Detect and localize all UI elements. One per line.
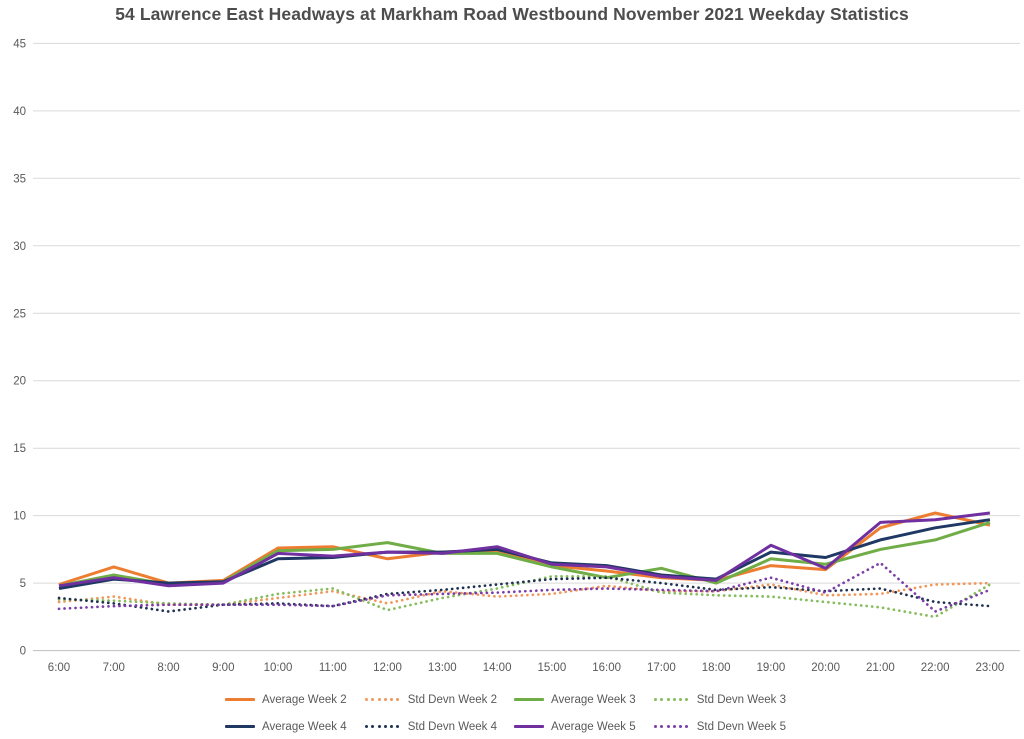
legend-label: Average Week 3: [551, 693, 636, 706]
y-tick-label: 5: [20, 578, 26, 590]
y-tick-label: 30: [13, 241, 26, 253]
y-axis-tick-labels: 0 5 10 15 20 25 30 35 40 45: [13, 38, 26, 657]
legend-item-average-week-5: Average Week 5: [514, 721, 649, 733]
legend-dotted-swatch: [364, 698, 401, 701]
x-tick-label: 16:00: [592, 662, 621, 674]
legend-label: Std Devn Week 5: [696, 720, 787, 733]
x-tick-label: 19:00: [756, 662, 785, 674]
y-tick-label: 0: [20, 646, 26, 658]
legend-item-average-week-2: Average Week 2: [224, 693, 360, 706]
series-line-std-devn-week-4: [57, 576, 992, 613]
legend-line-swatch: [514, 725, 544, 728]
legend-row-2: Average Week 4 Std Devn Week 4 Average Wee…: [223, 713, 801, 739]
legend-item-average-week-4: Average Week 4: [224, 720, 360, 733]
y-tick-label: 20: [13, 376, 26, 388]
x-tick-label: 7:00: [103, 662, 125, 674]
legend-label: Average Week 4: [261, 720, 347, 733]
legend-row-1: Average Week 2 Std Devn Week 2 Average Wee…: [223, 686, 801, 713]
y-tick-label: 25: [13, 308, 26, 320]
legend-line-swatch: [224, 698, 255, 701]
legend-dotted-swatch: [364, 725, 401, 728]
x-tick-label: 21:00: [866, 662, 895, 674]
legend-dotted-swatch: [653, 725, 690, 728]
y-tick-label: 45: [13, 38, 26, 50]
legend-item-std-devn-week-3: Std Devn Week 3: [653, 694, 799, 706]
x-tick-label: 23:00: [976, 662, 1005, 674]
y-tick-label: 10: [13, 511, 26, 523]
legend-line-swatch: [514, 698, 544, 701]
y-tick-label: 40: [13, 106, 26, 118]
gridlines: [33, 42, 1020, 652]
y-tick-label: 15: [13, 443, 26, 455]
x-tick-label: 17:00: [647, 662, 676, 674]
legend-dotted-swatch: [653, 698, 690, 701]
x-tick-label: 8:00: [157, 662, 179, 674]
legend-label: Average Week 5: [551, 720, 636, 733]
x-axis-tick-labels: 6:00 7:00 8:00 9:00 10:00 11:00 12:00 13:00 14:0…: [48, 662, 1005, 674]
legend-item-std-devn-week-2: Std Devn Week 2: [364, 694, 510, 706]
series-line-std-devn-week-5: [57, 561, 992, 613]
legend-label: Std Devn Week 2: [407, 693, 497, 706]
x-tick-label: 11:00: [319, 662, 347, 674]
legend-line-swatch: [224, 725, 255, 728]
chart-title: 54 Lawrence East Headways at Markham Roa…: [115, 4, 909, 24]
legend-item-std-devn-week-4: Std Devn Week 4: [364, 721, 510, 733]
x-tick-label: 9:00: [212, 662, 234, 674]
y-tick-label: 35: [13, 173, 26, 185]
legend-label: Std Devn Week 4: [407, 720, 497, 733]
x-tick-label: 14:00: [483, 662, 512, 674]
series-line-average-week-5: [58, 511, 991, 588]
x-tick-label: 15:00: [537, 662, 566, 674]
legend-item-average-week-3: Average Week 3: [514, 694, 649, 706]
series-line-std-devn-week-2: [57, 581, 992, 607]
x-tick-label: 10:00: [264, 662, 293, 674]
x-tick-label: 20:00: [811, 662, 840, 674]
x-tick-label: 6:00: [48, 662, 70, 674]
x-tick-label: 22:00: [921, 662, 950, 674]
x-tick-label: 18:00: [702, 662, 731, 674]
chart-legend: Average Week 2 Std Devn Week 2 Average Wee…: [0, 686, 1024, 739]
legend-label: Std Devn Week 3: [696, 693, 787, 706]
legend-label: Average Week 2: [261, 693, 347, 706]
legend-item-std-devn-week-5: Std Devn Week 5: [653, 721, 799, 733]
x-tick-label: 12:00: [373, 662, 402, 674]
x-tick-label: 13:00: [428, 662, 457, 674]
